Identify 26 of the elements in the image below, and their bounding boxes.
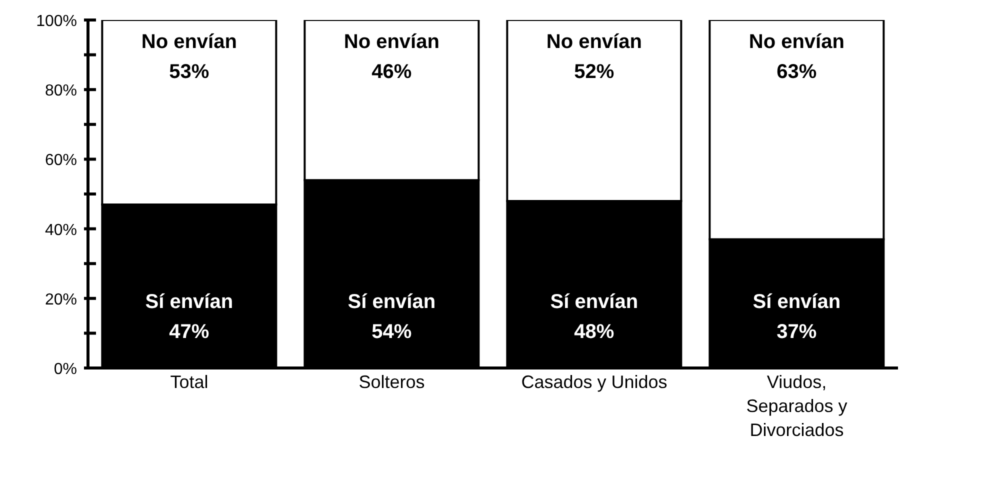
data-label: 54% [372,321,412,343]
y-tick-label: 80% [44,82,77,100]
y-tick-label: 40% [44,222,77,239]
data-label: 52% [574,61,614,83]
text: No envían [748,31,844,53]
x-tick-label: Viudos, Separados y Divorciados [746,372,848,440]
data-label: 46% [372,61,412,83]
x-tick-label: Solteros [358,372,425,392]
data-label: 53% [169,61,210,83]
text: No envían [344,31,440,53]
data-label: 63% [776,61,817,83]
series-label: Sí envían [550,291,638,313]
data-label: 37% [776,321,817,343]
data-label: 47% [169,321,210,343]
x-tick-label: Casados y Unidos [521,372,668,392]
text: Sí envían [145,291,234,313]
y-tick-label: 100% [36,13,77,30]
y-tick-label: 0% [54,361,77,378]
y-tick-label: 20% [44,291,77,308]
text: Sí envían [348,291,436,313]
text: Sí envían [752,291,841,313]
text: No envían [546,31,642,53]
data-label: 48% [574,321,614,343]
y-tick-label: 60% [44,152,77,170]
x-tick-label: Total [170,372,208,392]
series-label: No envían [141,31,237,53]
